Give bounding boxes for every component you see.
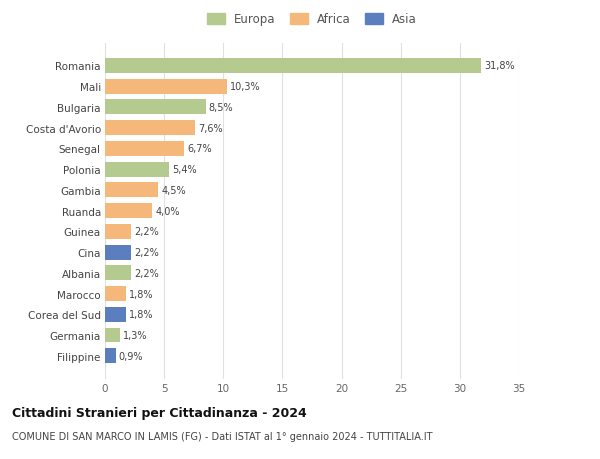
Bar — [105, 204, 152, 218]
Bar — [105, 224, 131, 239]
Bar — [105, 245, 131, 260]
Text: Cittadini Stranieri per Cittadinanza - 2024: Cittadini Stranieri per Cittadinanza - 2… — [12, 406, 307, 419]
Text: 5,4%: 5,4% — [172, 165, 196, 175]
Text: 0,9%: 0,9% — [119, 351, 143, 361]
Text: 7,6%: 7,6% — [198, 123, 223, 134]
Text: 2,2%: 2,2% — [134, 247, 159, 257]
Bar — [105, 121, 195, 136]
Bar — [105, 59, 481, 74]
Text: 10,3%: 10,3% — [230, 82, 260, 92]
Text: 2,2%: 2,2% — [134, 268, 159, 278]
Text: 4,5%: 4,5% — [161, 185, 186, 196]
Bar — [105, 286, 126, 302]
Text: COMUNE DI SAN MARCO IN LAMIS (FG) - Dati ISTAT al 1° gennaio 2024 - TUTTITALIA.I: COMUNE DI SAN MARCO IN LAMIS (FG) - Dati… — [12, 431, 433, 442]
Text: 31,8%: 31,8% — [484, 62, 515, 71]
Bar — [105, 100, 206, 115]
Bar — [105, 183, 158, 198]
Text: 4,0%: 4,0% — [155, 206, 180, 216]
Bar — [105, 266, 131, 280]
Bar — [105, 328, 121, 343]
Bar — [105, 348, 116, 364]
Legend: Europa, Africa, Asia: Europa, Africa, Asia — [202, 9, 422, 31]
Bar — [105, 142, 184, 157]
Bar — [105, 307, 126, 322]
Text: 6,7%: 6,7% — [187, 144, 212, 154]
Text: 1,3%: 1,3% — [124, 330, 148, 340]
Text: 1,8%: 1,8% — [129, 289, 154, 299]
Bar — [105, 162, 169, 177]
Text: 1,8%: 1,8% — [129, 310, 154, 319]
Bar — [105, 79, 227, 95]
Text: 8,5%: 8,5% — [209, 103, 233, 112]
Text: 2,2%: 2,2% — [134, 227, 159, 237]
